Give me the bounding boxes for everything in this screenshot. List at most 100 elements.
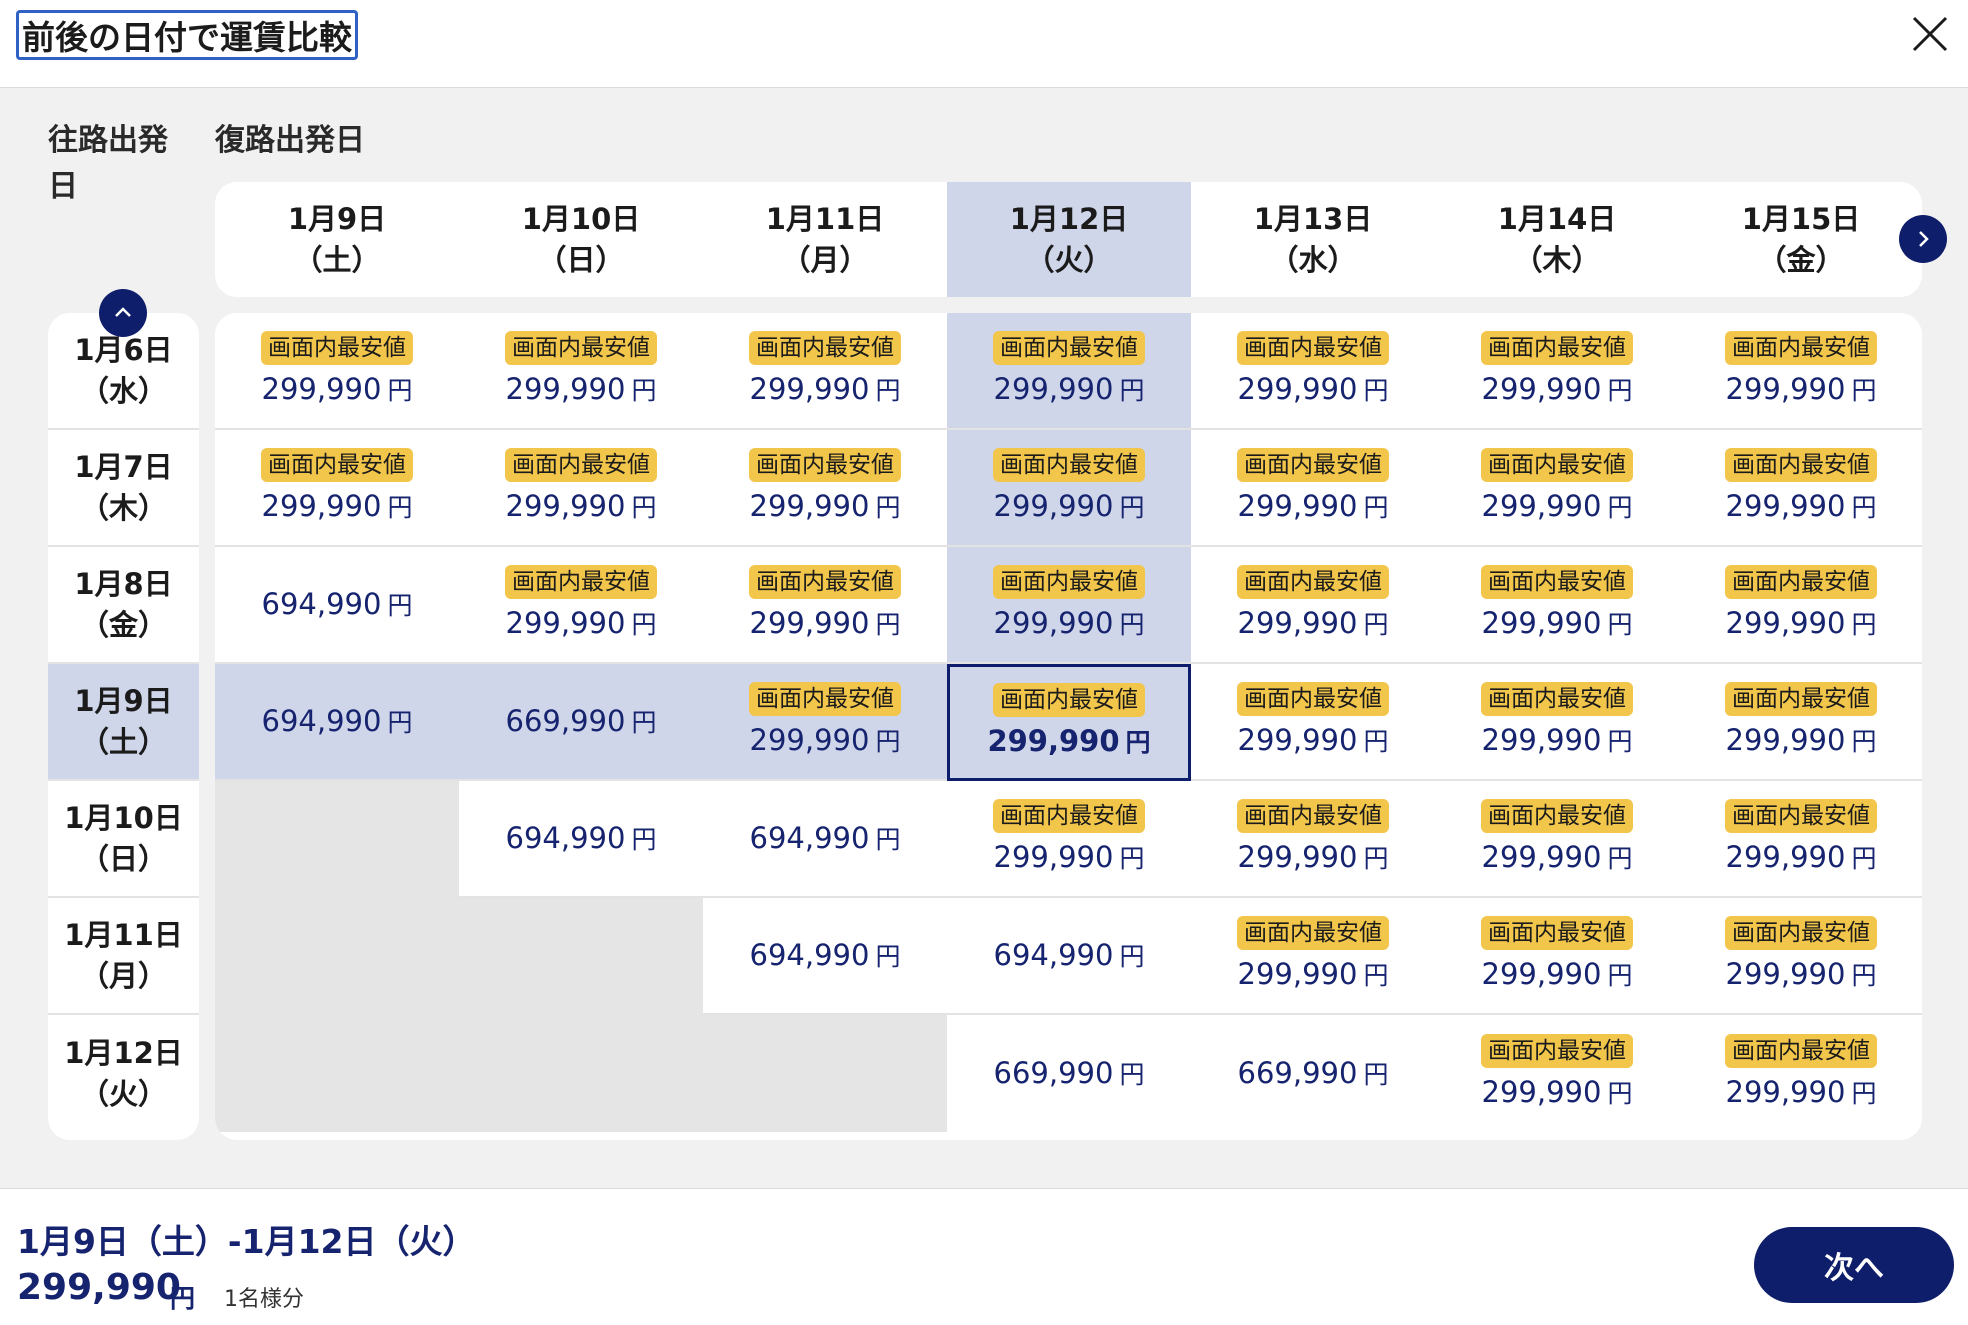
- fare-cell[interactable]: 画面内最安値 299,990 円: [1679, 547, 1922, 664]
- fare-cell[interactable]: 画面内最安値 299,990 円: [947, 430, 1191, 547]
- fare-cell[interactable]: 画面内最安値 299,990 円: [1191, 664, 1435, 781]
- fare-cell[interactable]: 画面内最安値 299,990 円: [459, 547, 703, 664]
- currency-label: 円: [1363, 492, 1389, 522]
- currency-label: 円: [631, 707, 657, 737]
- fare-amount: 299,990: [505, 488, 626, 523]
- lowest-price-badge: 画面内最安値: [749, 564, 901, 599]
- fare-price: 299,990 円: [1238, 837, 1389, 879]
- fare-price: 299,990 円: [994, 837, 1145, 879]
- dialog-header: 前後の日付で運賃比較: [0, 0, 1968, 88]
- chevron-up-icon: [115, 307, 131, 317]
- fare-cell[interactable]: 画面内最安値 299,990 円: [947, 781, 1191, 898]
- currency-label: 円: [1607, 1078, 1633, 1108]
- fare-cell[interactable]: 694,990 円: [703, 781, 947, 898]
- fare-cell[interactable]: 画面内最安値 299,990 円: [1435, 664, 1679, 781]
- currency-label: 円: [1851, 726, 1877, 756]
- lowest-price-badge: 画面内最安値: [1237, 681, 1389, 716]
- fare-amount: 299,990: [1481, 956, 1602, 991]
- fare-amount: 299,990: [1481, 1074, 1602, 1109]
- fare-cell[interactable]: 画面内最安値 299,990 円: [1191, 547, 1435, 664]
- fare-cell[interactable]: 画面内最安値 299,990 円: [1435, 1015, 1679, 1132]
- lowest-price-badge: 画面内最安値: [749, 681, 901, 716]
- fare-cell[interactable]: 画面内最安値 299,990 円: [1191, 781, 1435, 898]
- next-button[interactable]: 次へ: [1754, 1227, 1954, 1303]
- fare-price: 299,990 円: [1726, 1072, 1877, 1114]
- row-date: 1月11日: [64, 917, 183, 952]
- fare-cell[interactable]: 画面内最安値 299,990 円: [703, 313, 947, 430]
- fare-cell[interactable]: 画面内最安値 299,990 円: [947, 313, 1191, 430]
- fare-cell[interactable]: 画面内最安値 299,990 円: [947, 547, 1191, 664]
- fare-cell[interactable]: 画面内最安値 299,990 円: [1679, 898, 1922, 1015]
- fare-amount: 669,990: [1237, 1055, 1358, 1090]
- fare-cell[interactable]: 画面内最安値 299,990 円: [703, 430, 947, 547]
- fare-amount: 299,990: [1237, 956, 1358, 991]
- fare-cell[interactable]: 画面内最安値 299,990 円: [1435, 898, 1679, 1015]
- currency-label: 円: [875, 726, 901, 756]
- fare-cell[interactable]: 画面内最安値 299,990 円: [1679, 781, 1922, 898]
- lowest-price-badge: 画面内最安値: [993, 682, 1145, 717]
- fare-amount: 299,990: [1481, 722, 1602, 757]
- next-week-button[interactable]: [1899, 215, 1947, 263]
- fare-cell[interactable]: 669,990 円: [459, 664, 703, 781]
- fare-cell[interactable]: 694,990 円: [459, 781, 703, 898]
- fare-cell[interactable]: 画面内最安値 299,990 円: [215, 430, 459, 547]
- fare-price: 694,990 円: [994, 935, 1145, 977]
- fare-amount: 299,990: [749, 722, 870, 757]
- row-header-6: 1月12日 （火）: [48, 1015, 199, 1132]
- fare-amount: 299,990: [1237, 839, 1358, 874]
- fare-price: 299,990 円: [1482, 837, 1633, 879]
- fare-amount: 299,990: [1237, 605, 1358, 640]
- fare-cell[interactable]: 画面内最安値 299,990 円: [459, 313, 703, 430]
- fare-cell[interactable]: 画面内最安値 299,990 円: [703, 547, 947, 664]
- currency-label: 円: [631, 824, 657, 854]
- row-weekday: （月）: [79, 958, 167, 993]
- fare-cell[interactable]: 画面内最安値 299,990 円: [1679, 430, 1922, 547]
- previous-week-button[interactable]: [99, 289, 147, 337]
- fare-price: 299,990 円: [1726, 954, 1877, 996]
- fare-cell[interactable]: 694,990 円: [947, 898, 1191, 1015]
- fare-cell[interactable]: 画面内最安値 299,990 円: [1191, 898, 1435, 1015]
- fare-cell[interactable]: 画面内最安値 299,990 円: [1679, 664, 1922, 781]
- currency-label: 円: [631, 609, 657, 639]
- fare-cell[interactable]: 画面内最安値 299,990 円: [459, 430, 703, 547]
- fare-price: 299,990 円: [1726, 486, 1877, 528]
- close-icon[interactable]: [1906, 10, 1954, 58]
- row-weekday: （木）: [79, 490, 167, 525]
- fare-cell[interactable]: 669,990 円: [947, 1015, 1191, 1132]
- currency-label: 円: [1607, 960, 1633, 990]
- fare-amount: 694,990: [749, 937, 870, 972]
- fare-cell[interactable]: 画面内最安値 299,990 円: [1435, 547, 1679, 664]
- fare-cell[interactable]: 画面内最安値 299,990 円: [1679, 313, 1922, 430]
- fare-cell[interactable]: 画面内最安値 299,990 円: [1435, 781, 1679, 898]
- column-weekday: （月）: [781, 242, 869, 277]
- currency-label: 円: [1607, 726, 1633, 756]
- fare-cell[interactable]: 画面内最安値 299,990 円: [703, 664, 947, 781]
- fare-price: 299,990 円: [750, 369, 901, 411]
- fare-cell[interactable]: 669,990 円: [1191, 1015, 1435, 1132]
- fare-cell-selected[interactable]: 画面内最安値 299,990 円: [947, 664, 1191, 781]
- chevron-right-icon: [1919, 231, 1929, 247]
- fare-cell[interactable]: 694,990 円: [703, 898, 947, 1015]
- fare-price: 299,990 円: [1482, 1072, 1633, 1114]
- currency-label: 円: [1851, 375, 1877, 405]
- fare-cell[interactable]: 画面内最安値 299,990 円: [1191, 313, 1435, 430]
- fare-cell[interactable]: 画面内最安値 299,990 円: [1435, 430, 1679, 547]
- return-date-label: 復路出発日: [215, 123, 365, 158]
- fare-cell[interactable]: 画面内最安値 299,990 円: [215, 313, 459, 430]
- unavailable-cell: [215, 898, 459, 1015]
- fare-price: 299,990 円: [750, 486, 901, 528]
- fare-amount: 299,990: [1725, 956, 1846, 991]
- row-header-1: 1月7日 （木）: [48, 430, 199, 547]
- fare-cell[interactable]: 画面内最安値 299,990 円: [1679, 1015, 1922, 1132]
- fare-price: 299,990 円: [1482, 486, 1633, 528]
- column-header-5: 1月14日 （木）: [1435, 182, 1679, 297]
- fare-price: 299,990 円: [750, 603, 901, 645]
- fare-cell[interactable]: 画面内最安値 299,990 円: [1435, 313, 1679, 430]
- fare-cell[interactable]: 694,990 円: [215, 547, 459, 664]
- fare-cell[interactable]: 画面内最安値 299,990 円: [1191, 430, 1435, 547]
- currency-label: 円: [875, 941, 901, 971]
- fare-amount: 694,990: [505, 820, 626, 855]
- fare-cell[interactable]: 694,990 円: [215, 664, 459, 781]
- lowest-price-badge: 画面内最安値: [261, 447, 413, 482]
- fare-price: 299,990 円: [506, 369, 657, 411]
